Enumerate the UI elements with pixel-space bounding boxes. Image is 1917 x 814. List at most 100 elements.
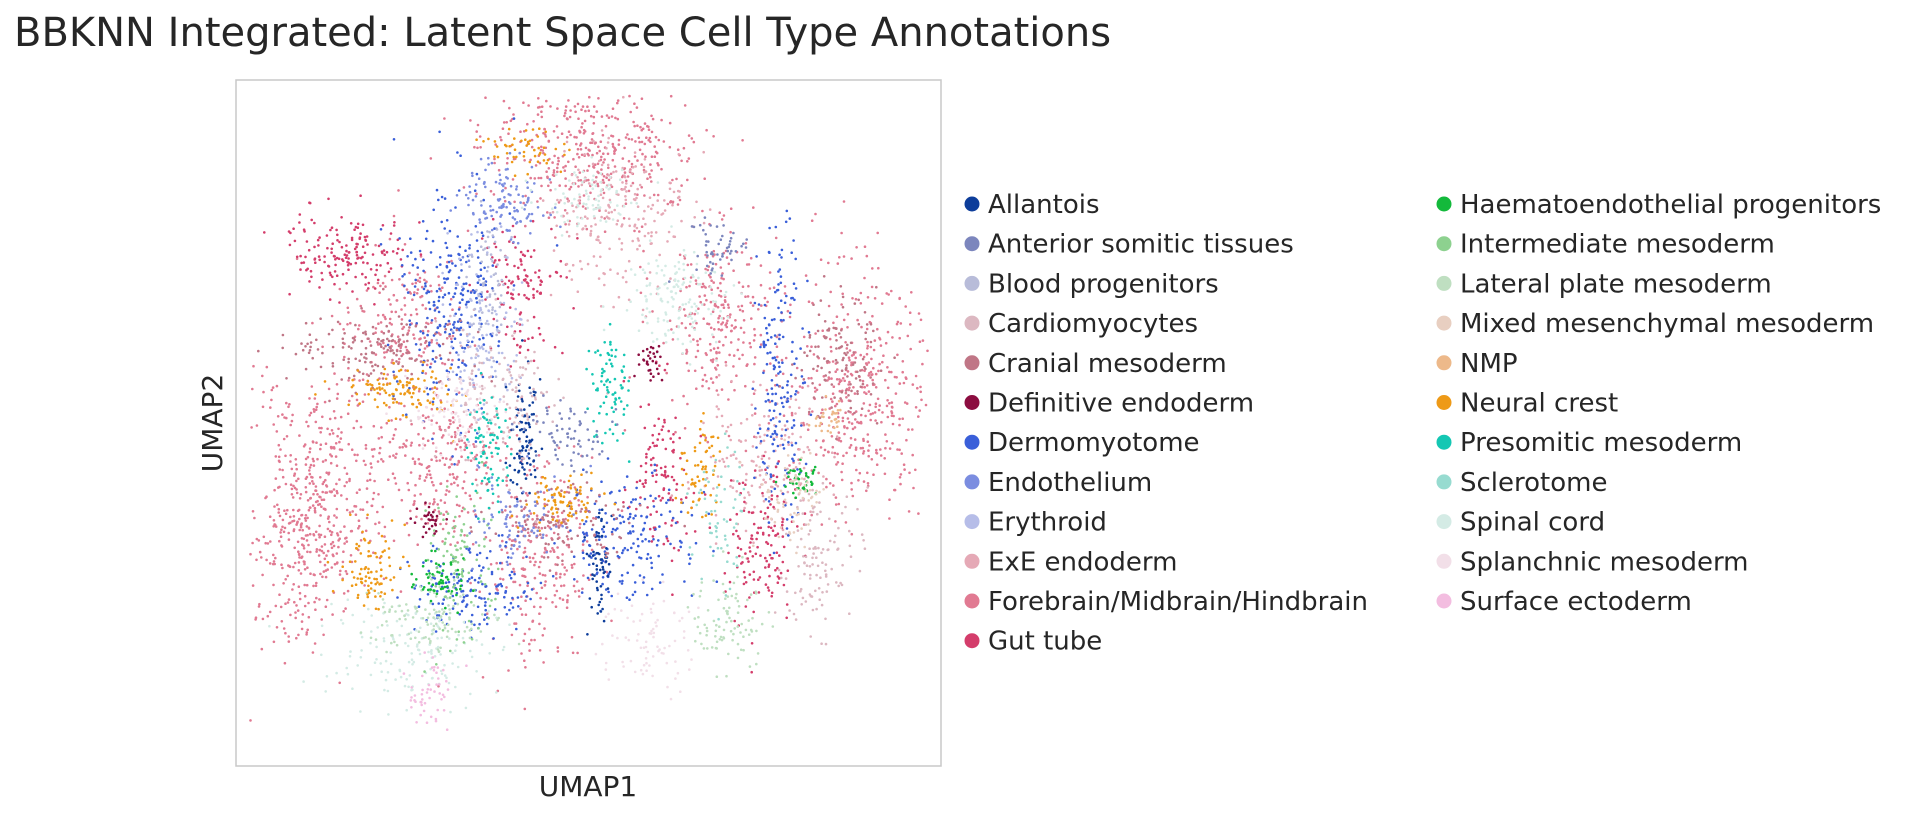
cell-point [772,449,776,453]
cell-point [507,430,511,434]
cell-point [853,454,857,458]
cell-point [441,602,445,605]
cell-point [633,581,637,584]
cell-point [416,543,420,546]
cell-point [448,334,451,338]
cell-point [765,326,768,330]
cell-point [743,500,746,504]
cell-point [885,292,888,295]
cell-point [545,99,548,103]
cell-point [540,586,544,590]
cell-point [785,209,789,213]
cell-point [651,203,655,207]
cell-point [586,495,589,499]
cell-point [514,406,518,410]
cell-point [532,249,536,252]
cell-point [524,499,528,503]
cell-point [421,329,425,333]
cell-point [475,553,479,557]
cell-point [756,531,759,535]
cell-point [565,230,569,234]
cell-point [398,446,402,449]
cell-point [577,589,581,593]
cell-point [576,534,579,538]
cell-point [503,356,506,360]
cell-point [508,562,512,566]
cell-point [770,379,774,382]
cell-point [872,366,875,370]
cell-point [616,219,620,222]
cell-point [527,452,530,455]
cell-point [395,360,398,363]
cell-point [476,349,480,352]
cell-point [575,516,578,520]
cell-point [762,478,765,482]
cell-point [596,571,599,574]
cell-point [435,265,439,269]
cell-point [389,303,392,306]
cell-point [719,289,723,293]
cell-point [568,115,572,119]
cell-point [462,379,465,383]
cell-point [537,565,541,569]
cell-point [524,613,528,616]
cell-point [287,598,291,601]
cell-point [666,362,669,366]
cell-point [612,513,615,517]
cell-point [893,488,897,492]
cell-point [529,540,532,544]
cell-point [786,400,790,403]
cell-point [712,135,715,138]
cell-point [308,333,312,337]
cell-point [740,464,744,467]
cell-point [597,97,600,100]
cell-point [305,631,309,634]
cell-point [261,374,264,378]
cell-point [304,321,308,325]
cell-point [769,477,772,481]
cell-point [392,454,395,457]
cell-point [387,329,391,333]
cell-point [295,636,298,640]
cell-point [692,491,696,495]
cell-point [599,140,603,143]
cell-point [484,349,488,353]
cell-point [699,300,702,304]
cell-point [539,605,542,609]
cell-point [509,238,513,241]
cell-point [590,605,593,609]
cell-point [480,204,483,207]
cell-point [779,443,782,447]
cell-point [898,423,901,427]
cell-point [837,382,841,386]
cell-point [534,450,537,453]
cell-point [469,620,473,623]
cell-point [587,563,591,566]
cell-point [659,466,663,470]
cell-point [484,608,488,612]
cell-point [447,490,451,493]
cell-point [863,311,867,314]
cell-point [641,320,645,324]
cell-point [694,279,698,282]
cell-point [686,178,689,182]
cell-point [794,618,798,621]
cell-point [321,490,325,494]
cell-point [284,482,288,486]
cell-point [392,370,395,374]
cell-point [886,399,889,402]
cell-point [272,525,276,528]
cell-point [875,422,879,425]
cell-point [781,560,785,564]
cell-point [775,289,779,292]
cell-point [674,416,677,420]
cell-point [458,515,461,518]
cell-point [416,273,420,276]
cell-point [334,455,338,458]
cell-point [595,151,599,155]
cell-point [781,335,785,339]
cell-point [347,345,351,348]
cell-point [478,338,481,341]
cell-point [595,264,598,268]
cell-point [770,556,773,560]
